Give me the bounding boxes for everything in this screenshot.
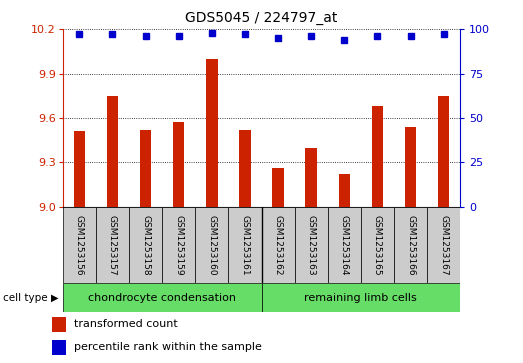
Bar	[372, 106, 383, 207]
Text: GSM1253156: GSM1253156	[75, 215, 84, 276]
Bar	[427, 207, 460, 283]
Text: GSM1253163: GSM1253163	[306, 215, 316, 276]
Bar	[239, 130, 251, 207]
Bar	[361, 207, 394, 283]
Text: transformed count: transformed count	[74, 319, 178, 330]
Bar	[162, 207, 195, 283]
Bar	[328, 207, 361, 283]
Text: GSM1253166: GSM1253166	[406, 215, 415, 276]
Text: GSM1253158: GSM1253158	[141, 215, 150, 276]
Bar	[173, 122, 185, 207]
Bar	[338, 174, 350, 207]
Bar	[52, 339, 66, 355]
Text: GSM1253157: GSM1253157	[108, 215, 117, 276]
Bar	[272, 168, 284, 207]
Text: ▶: ▶	[51, 293, 59, 303]
Bar	[63, 207, 96, 283]
Bar	[195, 207, 229, 283]
Bar	[229, 207, 262, 283]
Text: percentile rank within the sample: percentile rank within the sample	[74, 342, 262, 352]
Bar	[294, 207, 328, 283]
Bar	[206, 59, 218, 207]
Bar	[107, 96, 118, 207]
Bar	[63, 283, 262, 312]
Bar	[305, 148, 317, 207]
Bar	[262, 283, 460, 312]
Text: cell type: cell type	[3, 293, 47, 303]
Bar	[262, 207, 294, 283]
Bar	[96, 207, 129, 283]
Bar	[52, 317, 66, 332]
Text: GSM1253164: GSM1253164	[340, 215, 349, 275]
Bar	[74, 131, 85, 207]
Bar	[129, 207, 162, 283]
Text: remaining limb cells: remaining limb cells	[304, 293, 417, 303]
Bar	[394, 207, 427, 283]
Bar	[405, 127, 416, 207]
Text: GSM1253159: GSM1253159	[174, 215, 183, 276]
Bar	[438, 96, 449, 207]
Text: GSM1253165: GSM1253165	[373, 215, 382, 276]
Text: GSM1253162: GSM1253162	[274, 215, 282, 275]
Text: GSM1253167: GSM1253167	[439, 215, 448, 276]
Text: GSM1253160: GSM1253160	[207, 215, 217, 276]
Bar	[140, 130, 151, 207]
Text: chondrocyte condensation: chondrocyte condensation	[88, 293, 236, 303]
Title: GDS5045 / 224797_at: GDS5045 / 224797_at	[185, 11, 338, 25]
Text: GSM1253161: GSM1253161	[241, 215, 249, 276]
